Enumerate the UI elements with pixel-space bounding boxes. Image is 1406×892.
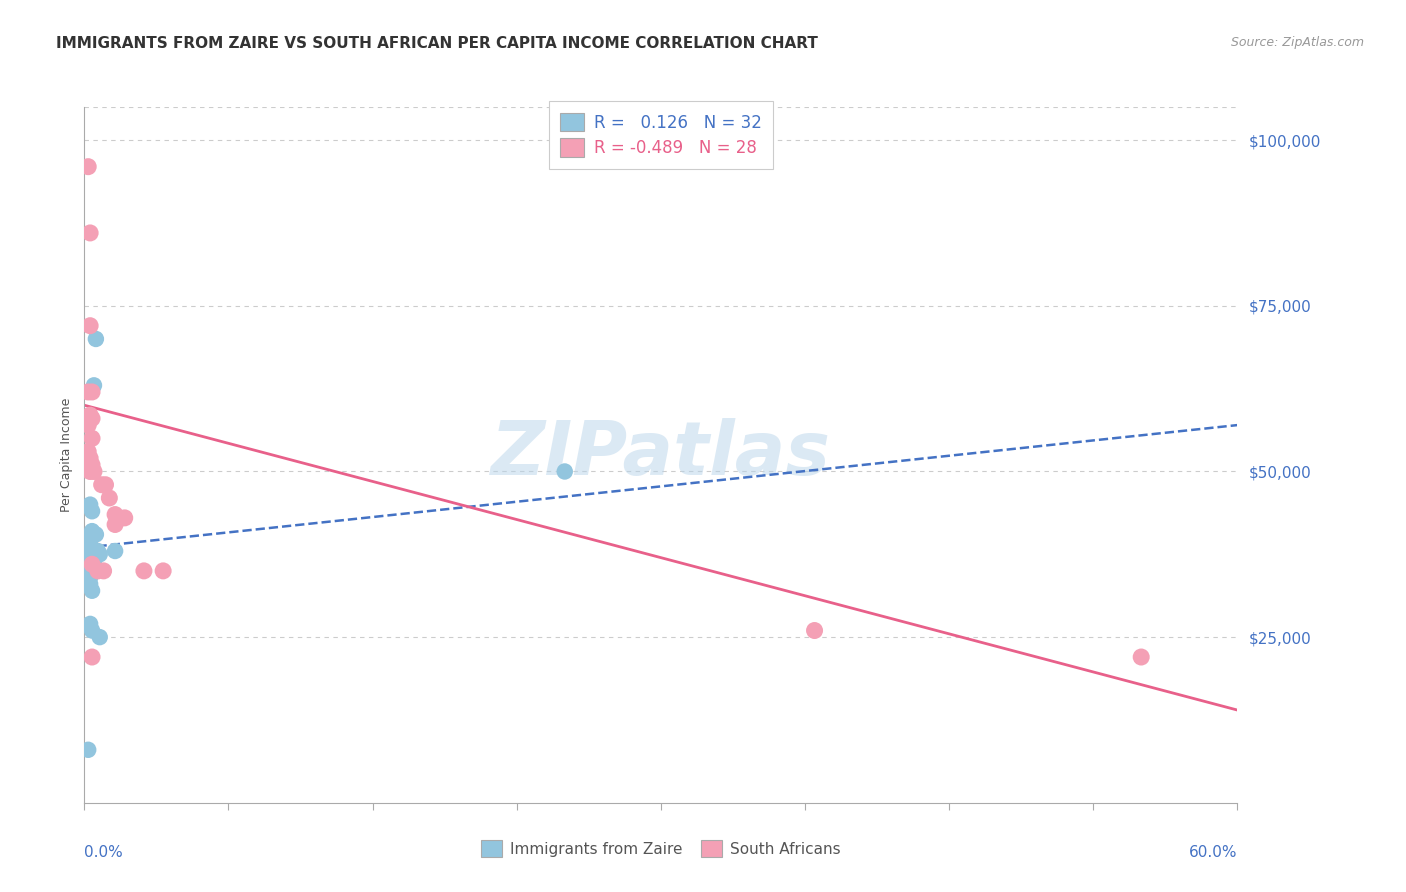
Point <box>77 418 100 433</box>
Point <box>79 558 101 572</box>
Point <box>79 550 101 565</box>
Point <box>104 544 127 558</box>
Y-axis label: Per Capita Income: Per Capita Income <box>60 398 73 512</box>
Point <box>79 451 101 466</box>
Point <box>77 160 100 174</box>
Point <box>77 558 100 572</box>
Point <box>80 624 103 638</box>
Point <box>1130 650 1153 665</box>
Text: 0.0%: 0.0% <box>84 845 124 860</box>
Point <box>104 508 127 522</box>
Point <box>80 458 103 472</box>
Point <box>83 465 105 479</box>
Point <box>80 560 103 574</box>
Point <box>84 332 107 346</box>
Point <box>80 524 103 538</box>
Point <box>77 444 100 458</box>
Point <box>84 527 107 541</box>
Point <box>80 547 103 561</box>
Point <box>79 408 101 422</box>
Text: IMMIGRANTS FROM ZAIRE VS SOUTH AFRICAN PER CAPITA INCOME CORRELATION CHART: IMMIGRANTS FROM ZAIRE VS SOUTH AFRICAN P… <box>56 36 818 51</box>
Point <box>79 465 101 479</box>
Point <box>83 544 105 558</box>
Legend: Immigrants from Zaire, South Africans: Immigrants from Zaire, South Africans <box>474 833 848 864</box>
Point <box>77 564 100 578</box>
Point <box>75 564 97 578</box>
Point <box>79 537 101 551</box>
Point <box>79 616 101 631</box>
Point <box>89 630 111 644</box>
Point <box>554 465 576 479</box>
Point <box>87 564 110 578</box>
Point <box>90 477 112 491</box>
Point <box>80 583 103 598</box>
Point <box>80 411 103 425</box>
Point <box>132 564 155 578</box>
Point <box>79 554 101 568</box>
Point <box>79 318 101 333</box>
Point <box>79 570 101 584</box>
Text: Source: ZipAtlas.com: Source: ZipAtlas.com <box>1230 36 1364 49</box>
Point <box>104 517 127 532</box>
Point <box>87 544 110 558</box>
Point <box>83 550 105 565</box>
Point <box>98 491 121 505</box>
Point <box>83 554 105 568</box>
Point <box>80 504 103 518</box>
Point <box>94 477 117 491</box>
Point <box>84 544 107 558</box>
Point <box>77 384 100 399</box>
Point <box>79 226 101 240</box>
Point <box>80 650 103 665</box>
Text: ZIPatlas: ZIPatlas <box>491 418 831 491</box>
Point <box>114 511 136 525</box>
Point <box>79 498 101 512</box>
Point <box>77 743 100 757</box>
Point <box>89 547 111 561</box>
Point <box>152 564 174 578</box>
Point <box>79 577 101 591</box>
Point <box>77 541 100 555</box>
Point <box>83 378 105 392</box>
Point <box>80 384 103 399</box>
Point <box>80 558 103 572</box>
Point <box>77 531 100 545</box>
Text: 60.0%: 60.0% <box>1189 845 1237 860</box>
Point <box>93 564 115 578</box>
Point <box>80 431 103 445</box>
Point <box>803 624 825 638</box>
